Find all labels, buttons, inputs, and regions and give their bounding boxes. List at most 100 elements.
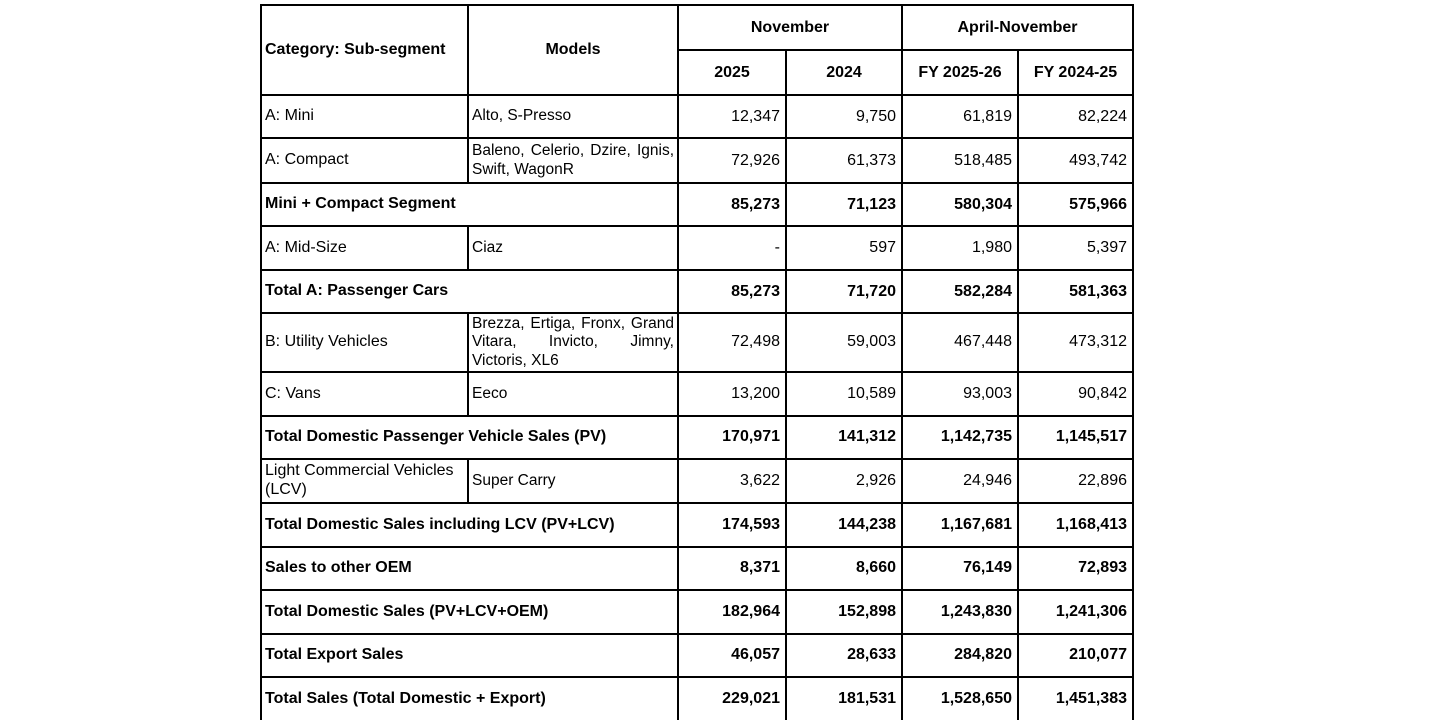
value-cell-fy2024-25: 22,896 [1017, 457, 1134, 504]
value-cell-fy2025-26: 61,819 [901, 94, 1019, 139]
sales-table: Category: Sub-segment Models November Ap… [260, 4, 1134, 720]
header-row-years: 2025 2024 FY 2025-26 FY 2024-25 [261, 49, 1134, 96]
table-row-vans: C: Vans Eeco 13,200 10,589 93,003 90,842 [260, 370, 1134, 417]
value-cell-fy2024-25: 473,312 [1017, 312, 1134, 373]
header-fy-2025-26: FY 2025-26 [901, 49, 1019, 96]
table-row-total-passenger-cars: Total A: Passenger Cars 85,273 71,720 58… [260, 269, 1134, 314]
value-cell-fy2024-25: 1,168,413 [1017, 501, 1134, 548]
models-cell: Eeco [467, 370, 679, 417]
category-cell: Light Commercial Vehicles (LCV) [260, 457, 469, 504]
table-row-lcv: Light Commercial Vehicles (LCV) Super Ca… [260, 457, 1134, 504]
header-category: Category: Sub-segment [260, 4, 469, 96]
models-cell: Baleno, Celerio, Dzire, Ignis, Swift, Wa… [467, 137, 679, 184]
header-group-april-november: April-November [901, 4, 1134, 51]
value-cell-fy2024-25: 1,241,306 [1017, 588, 1134, 635]
table-row-total-export-sales: Total Export Sales 46,057 28,633 284,820… [260, 632, 1134, 678]
table-row-mini: A: Mini Alto, S-Presso 12,347 9,750 61,8… [260, 94, 1134, 139]
value-cell-2024: 59,003 [785, 312, 903, 373]
value-cell-2024: 144,238 [785, 501, 903, 548]
table-row-total-domestic-pv: Total Domestic Passenger Vehicle Sales (… [260, 414, 1134, 460]
value-cell-2024: 10,589 [785, 370, 903, 417]
value-cell-2024: 71,123 [785, 182, 903, 227]
category-cell: Total Domestic Sales including LCV (PV+L… [260, 501, 679, 548]
value-cell-fy2025-26: 76,149 [901, 545, 1019, 591]
value-cell-fy2025-26: 1,243,830 [901, 588, 1019, 635]
value-cell-2025: 46,057 [677, 632, 787, 678]
table-row-utility-vehicles: B: Utility Vehicles Brezza, Ertiga, Fron… [260, 312, 1134, 373]
value-cell-2025: 85,273 [677, 182, 787, 227]
category-cell: B: Utility Vehicles [260, 312, 469, 373]
category-cell: Total Sales (Total Domestic + Export) [260, 675, 679, 720]
value-cell-fy2024-25: 581,363 [1017, 269, 1134, 314]
category-cell: Total Domestic Sales (PV+LCV+OEM) [260, 588, 679, 635]
value-cell-2024: 71,720 [785, 269, 903, 314]
table-row-mini-compact-segment: Mini + Compact Segment 85,273 71,123 580… [260, 182, 1134, 227]
table-row-compact: A: Compact Baleno, Celerio, Dzire, Ignis… [260, 137, 1134, 184]
value-cell-2025: 72,498 [677, 312, 787, 373]
value-cell-fy2025-26: 1,528,650 [901, 675, 1019, 720]
value-cell-2025: 13,200 [677, 370, 787, 417]
value-cell-2024: 152,898 [785, 588, 903, 635]
table-row-total-sales: Total Sales (Total Domestic + Export) 22… [260, 675, 1134, 720]
value-cell-fy2025-26: 1,980 [901, 225, 1019, 271]
category-cell: Total Export Sales [260, 632, 679, 678]
category-cell: Total Domestic Passenger Vehicle Sales (… [260, 414, 679, 460]
value-cell-fy2025-26: 582,284 [901, 269, 1019, 314]
value-cell-2025: 3,622 [677, 457, 787, 504]
value-cell-fy2024-25: 493,742 [1017, 137, 1134, 184]
value-cell-fy2024-25: 90,842 [1017, 370, 1134, 417]
value-cell-fy2025-26: 467,448 [901, 312, 1019, 373]
table-row-total-domestic-incl-lcv: Total Domestic Sales including LCV (PV+L… [260, 501, 1134, 548]
category-cell: Sales to other OEM [260, 545, 679, 591]
header-row-groups: Category: Sub-segment Models November Ap… [260, 4, 1134, 96]
value-cell-fy2024-25: 1,451,383 [1017, 675, 1134, 720]
value-cell-2024: 597 [785, 225, 903, 271]
value-cell-2025: 85,273 [677, 269, 787, 314]
value-cell-fy2024-25: 5,397 [1017, 225, 1134, 271]
value-cell-fy2025-26: 1,142,735 [901, 414, 1019, 460]
table-row-mid-size: A: Mid-Size Ciaz - 597 1,980 5,397 [260, 225, 1134, 271]
table-row-total-domestic-pv-lcv-oem: Total Domestic Sales (PV+LCV+OEM) 182,96… [260, 588, 1134, 635]
category-cell: A: Compact [260, 137, 469, 184]
value-cell-2024: 9,750 [785, 94, 903, 139]
value-cell-fy2024-25: 72,893 [1017, 545, 1134, 591]
value-cell-fy2024-25: 1,145,517 [1017, 414, 1134, 460]
category-cell: C: Vans [260, 370, 469, 417]
category-cell: A: Mini [260, 94, 469, 139]
models-cell: Super Carry [467, 457, 679, 504]
value-cell-2024: 141,312 [785, 414, 903, 460]
models-cell: Ciaz [467, 225, 679, 271]
value-cell-2025: 182,964 [677, 588, 787, 635]
header-fy-2024-25: FY 2024-25 [1017, 49, 1134, 96]
value-cell-2025: 229,021 [677, 675, 787, 720]
value-cell-2025: 174,593 [677, 501, 787, 548]
value-cell-2025: 8,371 [677, 545, 787, 591]
header-2025: 2025 [677, 49, 787, 96]
value-cell-fy2025-26: 24,946 [901, 457, 1019, 504]
value-cell-2024: 181,531 [785, 675, 903, 720]
value-cell-fy2025-26: 580,304 [901, 182, 1019, 227]
models-cell: Brezza, Ertiga, Fronx, Grand Vitara, Inv… [467, 312, 679, 373]
value-cell-fy2025-26: 93,003 [901, 370, 1019, 417]
value-cell-fy2024-25: 575,966 [1017, 182, 1134, 227]
value-cell-fy2025-26: 518,485 [901, 137, 1019, 184]
category-cell: Mini + Compact Segment [260, 182, 679, 227]
value-cell-fy2024-25: 210,077 [1017, 632, 1134, 678]
value-cell-2025: 72,926 [677, 137, 787, 184]
value-cell-2024: 2,926 [785, 457, 903, 504]
category-cell: Total A: Passenger Cars [260, 269, 679, 314]
value-cell-2025: - [677, 225, 787, 271]
value-cell-2024: 61,373 [785, 137, 903, 184]
header-models: Models [467, 4, 679, 96]
value-cell-fy2024-25: 82,224 [1017, 94, 1134, 139]
category-cell: A: Mid-Size [260, 225, 469, 271]
header-2024: 2024 [785, 49, 903, 96]
value-cell-fy2025-26: 1,167,681 [901, 501, 1019, 548]
models-cell: Alto, S-Presso [467, 94, 679, 139]
value-cell-fy2025-26: 284,820 [901, 632, 1019, 678]
value-cell-2024: 28,633 [785, 632, 903, 678]
table-row-sales-to-other-oem: Sales to other OEM 8,371 8,660 76,149 72… [260, 545, 1134, 591]
value-cell-2025: 170,971 [677, 414, 787, 460]
value-cell-2024: 8,660 [785, 545, 903, 591]
